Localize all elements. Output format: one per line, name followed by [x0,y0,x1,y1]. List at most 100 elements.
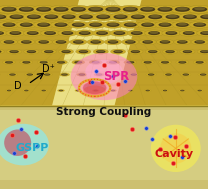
Ellipse shape [183,31,195,35]
Ellipse shape [45,74,50,75]
Ellipse shape [109,61,117,64]
Ellipse shape [25,90,28,91]
Ellipse shape [46,31,54,34]
Ellipse shape [0,124,49,165]
Ellipse shape [56,23,66,26]
Ellipse shape [180,61,185,63]
Ellipse shape [114,74,119,75]
Ellipse shape [194,40,205,44]
Ellipse shape [61,74,68,76]
Ellipse shape [200,15,208,19]
Ellipse shape [20,23,33,27]
Ellipse shape [113,50,123,53]
Ellipse shape [145,61,151,63]
Ellipse shape [111,90,115,91]
Ellipse shape [84,5,108,13]
Ellipse shape [188,5,208,13]
Ellipse shape [11,15,22,18]
Ellipse shape [162,30,181,36]
Ellipse shape [137,21,158,28]
Ellipse shape [131,31,143,35]
Ellipse shape [9,50,19,53]
Ellipse shape [109,13,132,21]
Ellipse shape [72,23,85,27]
Ellipse shape [92,40,100,43]
Ellipse shape [98,31,106,34]
Ellipse shape [106,60,120,64]
Ellipse shape [63,15,74,18]
Ellipse shape [33,21,54,28]
Ellipse shape [22,23,31,26]
Ellipse shape [22,40,30,43]
Ellipse shape [160,40,170,44]
Ellipse shape [141,23,154,27]
Ellipse shape [165,31,177,35]
Ellipse shape [143,23,152,26]
Ellipse shape [158,23,172,27]
Ellipse shape [70,39,87,45]
Ellipse shape [21,7,32,10]
Ellipse shape [14,5,38,13]
Ellipse shape [136,5,160,13]
Ellipse shape [183,74,188,75]
Ellipse shape [11,31,20,34]
Ellipse shape [167,31,176,34]
Ellipse shape [142,40,153,44]
Polygon shape [52,0,141,106]
Ellipse shape [75,30,94,36]
Ellipse shape [132,50,139,52]
Ellipse shape [61,50,71,53]
Ellipse shape [178,23,187,26]
Ellipse shape [176,60,189,64]
Ellipse shape [79,74,85,76]
Ellipse shape [180,90,184,91]
Ellipse shape [58,49,74,54]
Ellipse shape [197,49,208,54]
Ellipse shape [160,7,170,10]
Ellipse shape [57,13,80,21]
Ellipse shape [28,31,37,34]
Ellipse shape [96,31,108,35]
Ellipse shape [113,31,125,35]
Ellipse shape [94,73,104,76]
Ellipse shape [77,90,80,91]
Ellipse shape [156,39,174,45]
Ellipse shape [62,15,76,19]
Ellipse shape [108,7,118,10]
Ellipse shape [0,30,8,36]
Ellipse shape [5,40,13,43]
Ellipse shape [7,90,11,91]
Ellipse shape [185,15,195,18]
Ellipse shape [27,31,39,35]
Polygon shape [0,110,208,180]
Ellipse shape [150,15,160,18]
Ellipse shape [79,31,91,35]
Ellipse shape [192,7,207,12]
Ellipse shape [123,7,138,12]
Ellipse shape [200,31,208,35]
Ellipse shape [0,15,4,18]
Ellipse shape [63,50,69,52]
Ellipse shape [6,49,22,54]
Ellipse shape [131,50,140,53]
Ellipse shape [6,61,12,63]
Ellipse shape [23,30,42,36]
Ellipse shape [58,30,77,36]
Ellipse shape [201,74,206,75]
Ellipse shape [36,7,51,12]
Ellipse shape [161,61,169,64]
Polygon shape [0,106,208,189]
Ellipse shape [175,7,190,12]
Ellipse shape [115,50,121,52]
Ellipse shape [5,61,13,64]
Ellipse shape [41,61,47,63]
Ellipse shape [176,23,189,27]
Ellipse shape [91,23,100,26]
Ellipse shape [80,31,89,34]
Ellipse shape [92,13,115,21]
Ellipse shape [144,89,151,92]
Ellipse shape [41,49,56,54]
Ellipse shape [142,7,153,10]
Ellipse shape [74,23,83,26]
Ellipse shape [131,15,145,19]
